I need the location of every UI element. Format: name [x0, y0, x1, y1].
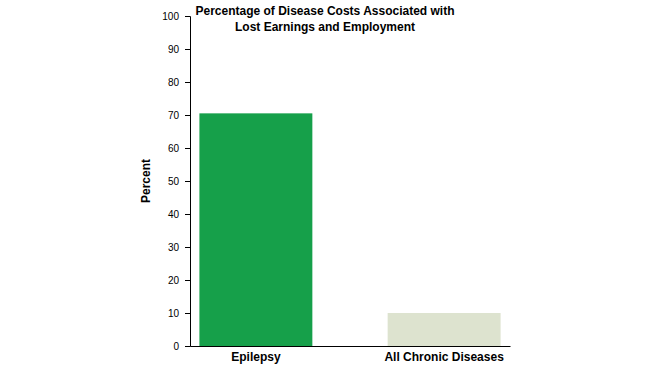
y-tick-mark — [185, 346, 190, 347]
y-tick-mark — [185, 82, 190, 83]
y-tick-mark — [185, 247, 190, 248]
x-tick: Epilepsy — [231, 346, 281, 364]
y-tick-mark — [185, 16, 190, 17]
y-tick: 90 — [168, 44, 190, 55]
bar — [388, 313, 501, 346]
y-tick-label: 10 — [168, 308, 180, 319]
y-tick-label: 100 — [162, 11, 179, 22]
x-axis-line — [191, 346, 511, 347]
y-tick-mark — [185, 280, 190, 281]
y-tick: 80 — [168, 77, 190, 88]
y-tick: 60 — [168, 143, 190, 154]
y-axis-line — [185, 17, 191, 347]
y-tick-mark — [185, 214, 190, 215]
y-tick-label: 70 — [168, 110, 180, 121]
y-tick-mark — [185, 313, 190, 314]
y-tick: 40 — [168, 209, 190, 220]
y-tick: 0 — [173, 341, 190, 352]
y-tick-mark — [185, 181, 190, 182]
x-axis: Epilepsy All Chronic Diseases — [191, 346, 511, 364]
bar — [199, 113, 312, 346]
y-axis: 0 10 20 30 40 50 60 70 80 90 100 — [162, 11, 190, 352]
title: Percentage of Disease Costs Associated w… — [196, 4, 455, 34]
y-tick: 50 — [168, 176, 190, 187]
y-tick: 70 — [168, 110, 190, 121]
y-tick-mark — [185, 49, 190, 50]
y-tick-label: 0 — [173, 341, 179, 352]
y-tick: 30 — [168, 242, 190, 253]
y-tick-mark — [185, 115, 190, 116]
x-tick-label: Epilepsy — [231, 350, 281, 364]
x-tick: All Chronic Diseases — [384, 346, 504, 364]
y-tick-label: 90 — [168, 44, 180, 55]
y-tick-mark — [185, 148, 190, 149]
y-tick-label: 40 — [168, 209, 180, 220]
y-tick-label: 30 — [168, 242, 180, 253]
chart: 0 10 20 30 40 50 60 70 80 90 100 Epilepsy All Chroni… — [0, 0, 650, 367]
y-tick-label: 60 — [168, 143, 180, 154]
bars — [199, 113, 500, 346]
y-axis-title: Percent — [139, 159, 153, 203]
y-tick-label: 80 — [168, 77, 180, 88]
y-tick: 20 — [168, 275, 190, 286]
y-tick: 100 — [162, 11, 190, 22]
y-tick-label: 50 — [168, 176, 180, 187]
y-tick-label: 20 — [168, 275, 180, 286]
x-tick-label: All Chronic Diseases — [384, 350, 504, 364]
y-tick: 10 — [168, 308, 190, 319]
